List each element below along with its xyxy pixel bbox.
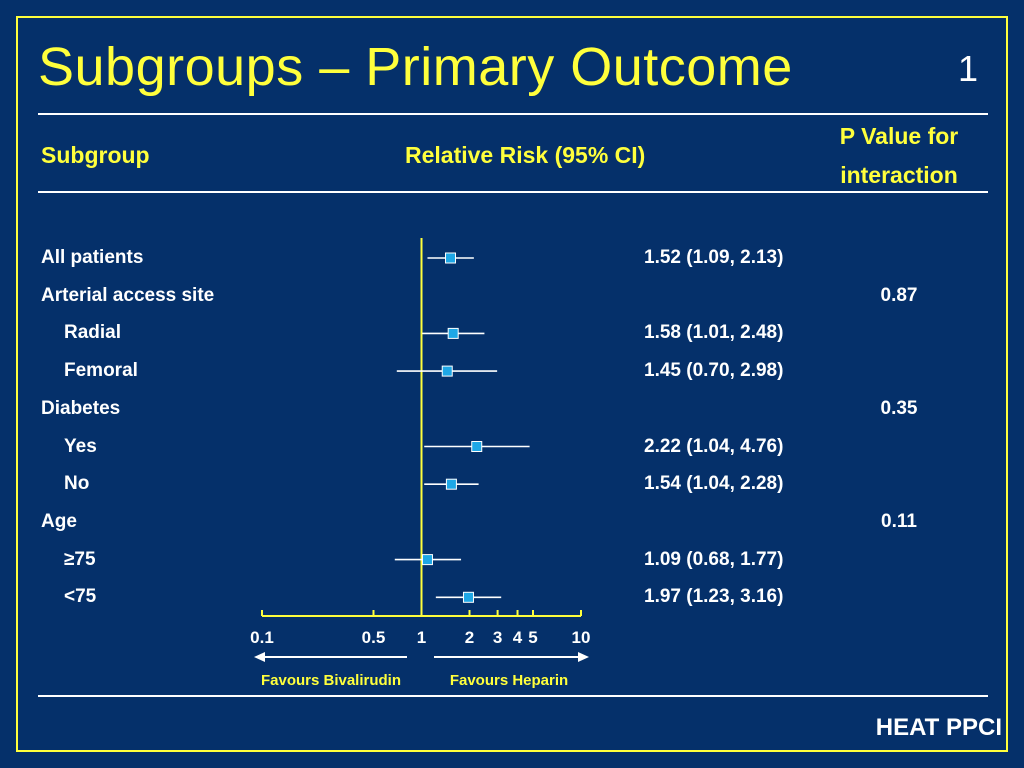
- point-estimate-marker: [441, 365, 453, 377]
- row-label: ≥75: [64, 548, 96, 570]
- slide-title: Subgroups – Primary Outcome: [38, 37, 793, 97]
- row-p-interaction: 0.35: [880, 397, 918, 419]
- x-tick-label: 2: [465, 628, 474, 647]
- row-label: <75: [64, 586, 97, 608]
- row-label: Age: [41, 510, 77, 532]
- x-tick-label: 0.1: [250, 628, 274, 647]
- row-p-interaction: 0.11: [881, 510, 917, 532]
- p-value-column-header: P Value for interaction: [814, 117, 984, 195]
- row-estimate: 2.22 (1.04, 4.76): [644, 435, 784, 457]
- row-estimate: 1.45 (0.70, 2.98): [644, 360, 784, 382]
- p-value-header-line-1: P Value for: [839, 123, 959, 149]
- row-label: Diabetes: [41, 397, 121, 419]
- header-bottom-rule: [38, 191, 988, 193]
- p-value-header-line-2: interaction: [840, 162, 958, 188]
- point-estimate-marker: [445, 252, 457, 264]
- row-label: No: [64, 473, 90, 495]
- point-estimate-marker: [447, 327, 459, 339]
- row-estimate: 1.09 (0.68, 1.77): [644, 548, 784, 570]
- row-estimate: 1.58 (1.01, 2.48): [644, 322, 784, 344]
- row-label: Femoral: [64, 360, 138, 382]
- subgroup-column-header: Subgroup: [41, 142, 150, 168]
- point-estimate-marker: [471, 441, 483, 452]
- x-tick-label: 3: [493, 628, 502, 647]
- footer-label: HEAT PPCI: [875, 714, 1002, 741]
- x-tick-label: 10: [572, 628, 591, 647]
- x-tick-label: 4: [513, 628, 523, 647]
- row-label: Radial: [64, 322, 122, 344]
- x-tick-label: 1: [417, 628, 426, 647]
- row-label: Yes: [64, 435, 97, 457]
- favours-right-arrow-head: [578, 652, 589, 662]
- row-p-interaction: 0.87: [880, 284, 918, 306]
- row-estimate: 1.97 (1.23, 3.16): [644, 586, 784, 608]
- slide-frame: [16, 16, 1008, 752]
- row-estimate: 1.54 (1.04, 2.28): [644, 473, 784, 495]
- slide-number: 1: [958, 48, 979, 89]
- row-estimate: 1.52 (1.09, 2.13): [644, 247, 784, 268]
- point-estimate-marker: [445, 478, 457, 490]
- x-tick-label: 0.5: [362, 628, 386, 647]
- point-estimate-marker: [421, 554, 433, 566]
- x-tick-label: 5: [528, 628, 537, 647]
- favours-bivalirudin-label: Favours Bivalirudin: [261, 672, 401, 689]
- favours-heparin-label: Favours Heparin: [450, 672, 568, 689]
- favours-left-arrow-head: [254, 652, 265, 662]
- row-label: Arterial access site: [41, 284, 215, 306]
- row-label: All patients: [41, 247, 144, 268]
- relative-risk-column-header: Relative Risk (95% CI): [405, 142, 646, 168]
- header-top-rule: [38, 113, 988, 115]
- point-estimate-marker: [462, 591, 474, 603]
- footer-rule: [38, 695, 988, 697]
